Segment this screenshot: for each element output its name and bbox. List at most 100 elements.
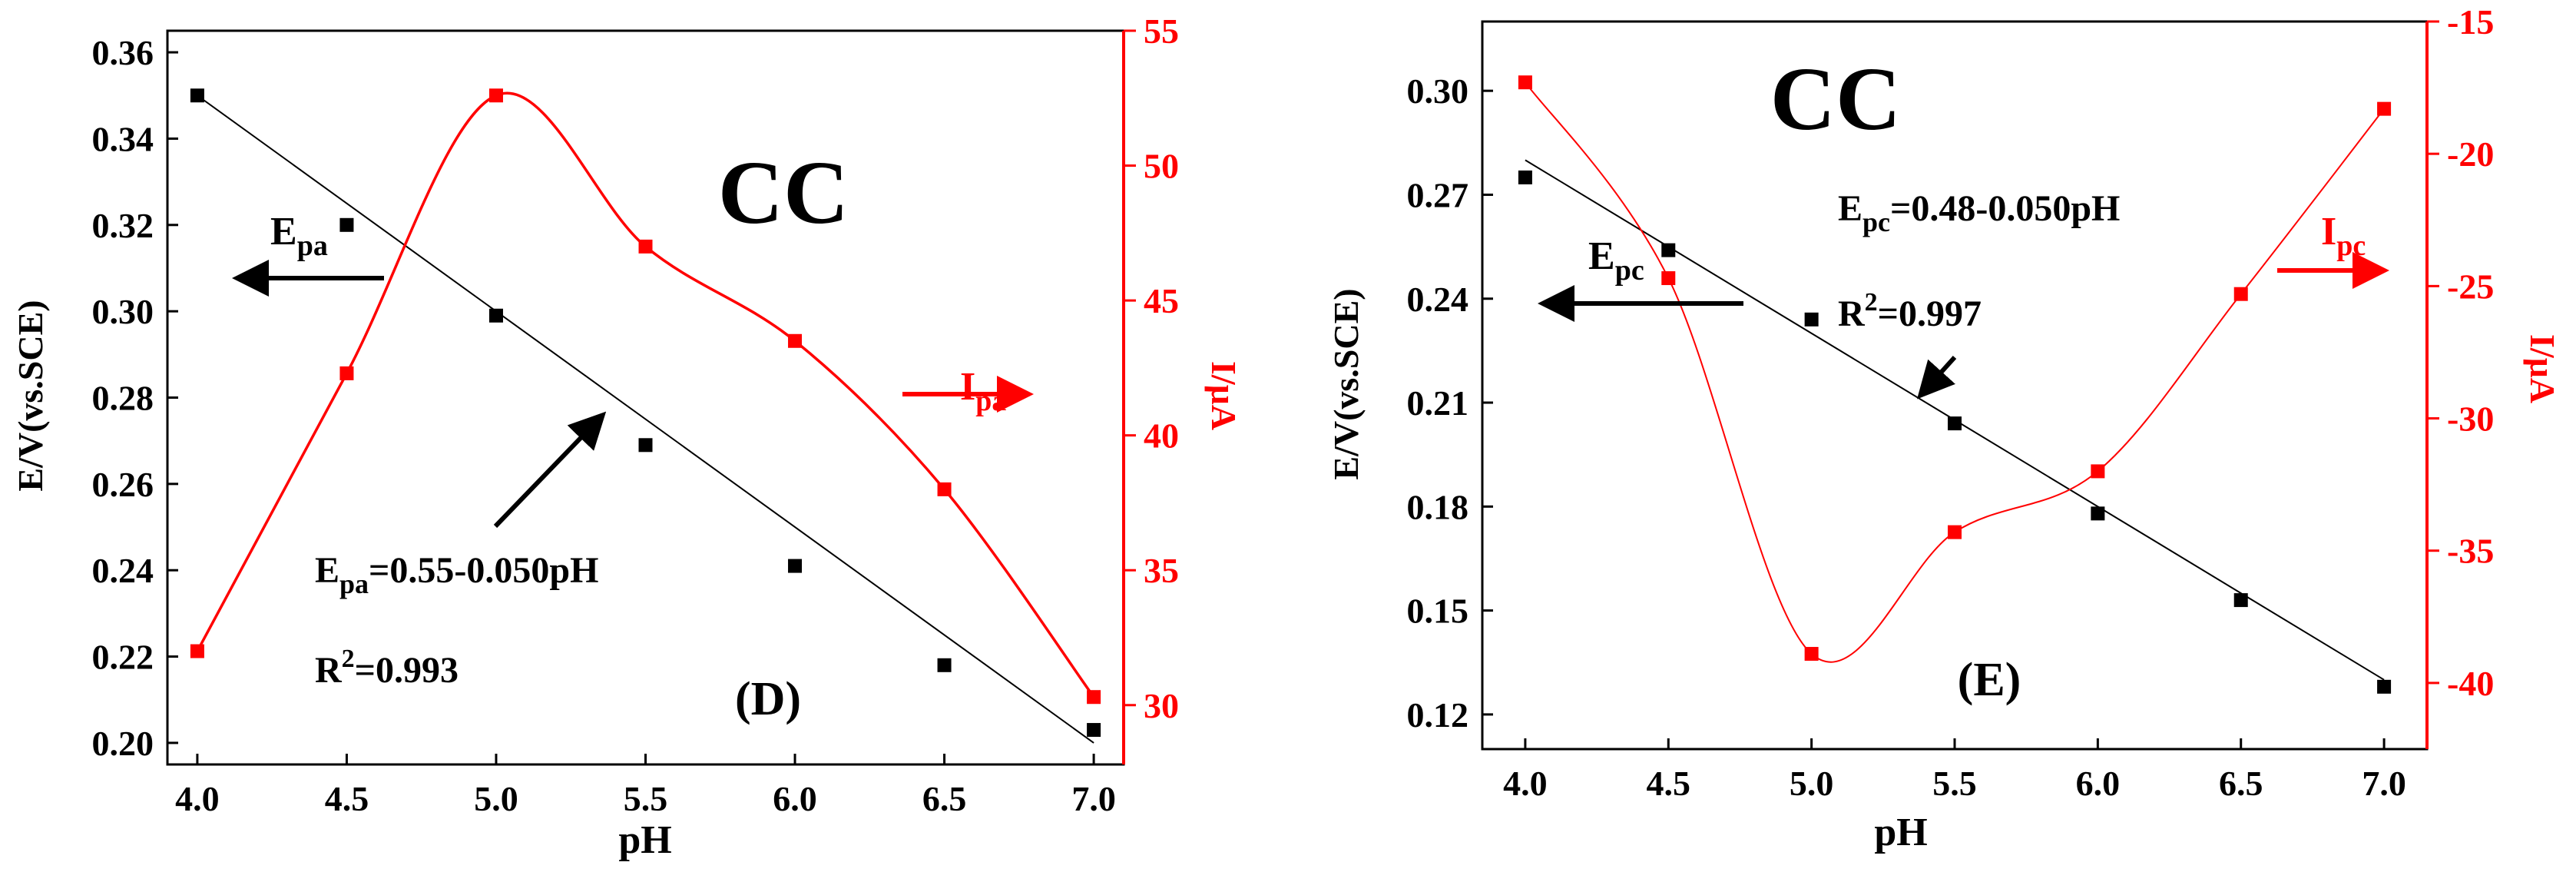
data-point-ipa (488, 88, 503, 103)
data-point-ipa (339, 366, 354, 380)
x-tick-label: 5.0 (1790, 764, 1834, 803)
data-point-ipc (1948, 525, 1962, 539)
data-point-epa (937, 658, 952, 672)
y-left-tick-label: 0.18 (1407, 487, 1469, 526)
data-point-ipc (1661, 271, 1676, 286)
y-right-tick-label: -35 (2447, 532, 2494, 571)
x-tick-label: 6.5 (922, 779, 967, 818)
equation-pointer-arrow (1916, 355, 1957, 400)
x-tick-label: 6.5 (2219, 764, 2263, 803)
x-tick-label: 4.5 (1647, 764, 1691, 803)
r-squared: R2=0.993 (315, 645, 459, 691)
data-point-ipa (638, 239, 653, 254)
y-right-tick-label: 50 (1144, 147, 1179, 186)
data-point-epc (1661, 243, 1676, 257)
plot-frame (1481, 20, 2429, 751)
y-axis-label-right: I/μA (1204, 361, 1243, 430)
data-point-ipc (2233, 287, 2248, 301)
fit-line (197, 95, 1094, 744)
r-squared: R2=0.997 (1838, 288, 1982, 334)
fit-equation: Epa=0.55-0.050pH (315, 550, 598, 599)
data-point-epc (2091, 506, 2105, 521)
chart-title: CC (718, 142, 849, 243)
x-tick-label: 7.0 (1071, 779, 1116, 818)
x-tick-label: 5.5 (1932, 764, 1977, 803)
ipc-label: Ipc (2321, 210, 2366, 262)
y-right-tick-label: 30 (1144, 686, 1179, 725)
y-right-tick-label: -15 (2447, 2, 2494, 41)
y-right-tick-label: 45 (1144, 281, 1179, 320)
x-tick-label: 7.0 (2362, 764, 2406, 803)
y-left-tick-label: 0.27 (1407, 175, 1469, 214)
y-right-tick-label: -25 (2447, 267, 2494, 306)
chart-title: CC (1770, 48, 1901, 149)
y-right-tick-label: -20 (2447, 134, 2494, 174)
panel-label: (D) (735, 673, 801, 725)
y-left-tick-label: 0.24 (1407, 280, 1469, 319)
x-tick-label: 6.0 (2076, 764, 2121, 803)
y-left-tick-label: 0.12 (1407, 695, 1469, 734)
data-point-epa (190, 88, 204, 103)
y-left-tick-label: 0.26 (92, 465, 154, 504)
y-left-tick-label: 0.22 (92, 638, 154, 677)
x-axis-label: pH (1874, 811, 1927, 854)
data-point-epa (638, 438, 653, 453)
ipa-label: Ipa (960, 365, 1006, 417)
y-axis-label-left: E/V(vs.SCE) (1326, 288, 1366, 479)
x-tick-label: 5.5 (624, 779, 668, 818)
axis-ticks: 4.0 4.5 5.0 5.5 6.0 6.5 7.0 0.20 0.22 0.24 0.26 0.2… (92, 12, 1180, 818)
y-right-tick-label: -40 (2447, 664, 2494, 703)
chart-panel-e: 4.0 4.5 5.0 5.5 6.0 6.5 7.0 0.12 0.15 0.18 0.21 0.2… (1326, 2, 2562, 854)
data-point-epc (1804, 312, 1819, 327)
data-point-ipc (2091, 464, 2105, 479)
y-left-tick-label: 0.34 (92, 119, 154, 158)
y-left-tick-label: 0.24 (92, 551, 154, 590)
y-left-tick-label: 0.20 (92, 724, 154, 763)
y-left-tick-label: 0.21 (1407, 383, 1469, 423)
x-tick-label: 5.0 (474, 779, 518, 818)
panel-label: (E) (1958, 654, 2021, 706)
epa-label: Epa (270, 210, 328, 262)
y-left-tick-label: 0.30 (92, 292, 154, 331)
y-left-tick-label: 0.36 (92, 33, 154, 72)
data-point-epc (1948, 416, 1962, 431)
data-point-ipa (1087, 690, 1101, 705)
y-left-tick-label: 0.28 (92, 379, 154, 418)
equation-pointer-arrow (493, 411, 607, 529)
data-point-ipa (788, 333, 803, 348)
chart-panel-d: 4.0 4.5 5.0 5.5 6.0 6.5 7.0 0.20 0.22 0.24 0.26 0.2… (11, 12, 1243, 862)
y-axis-label-right: I/μA (2523, 334, 2562, 403)
y-axis-label-left: E/V(vs.SCE) (11, 300, 50, 491)
data-point-ipa (190, 644, 204, 658)
y-left-tick-label: 0.30 (1407, 71, 1469, 111)
x-tick-label: 4.5 (325, 779, 369, 818)
x-tick-label: 6.0 (773, 779, 817, 818)
plot-marks (190, 88, 1101, 744)
data-point-epa (488, 308, 503, 323)
data-point-epa (788, 559, 803, 573)
data-point-epa (1087, 723, 1101, 738)
fit-equation: Epc=0.48-0.050pH (1838, 188, 2120, 237)
y-right-tick-label: 35 (1144, 551, 1179, 590)
x-axis-label: pH (618, 818, 671, 862)
data-point-ipc (1804, 647, 1819, 662)
y-right-tick-label: -30 (2447, 400, 2494, 439)
data-point-ipc (1518, 75, 1532, 90)
series-line-ipc (1525, 81, 2385, 663)
plot-marks (1518, 75, 2392, 694)
data-point-epa (339, 217, 354, 232)
y-left-tick-label: 0.15 (1407, 592, 1469, 631)
data-point-ipc (2377, 101, 2392, 116)
y-right-tick-label: 55 (1144, 12, 1179, 51)
x-tick-label: 4.0 (175, 779, 220, 818)
data-point-ipa (937, 482, 952, 496)
y-right-tick-label: 40 (1144, 416, 1179, 456)
data-point-epc (1518, 170, 1532, 184)
y-left-tick-label: 0.32 (92, 206, 154, 245)
data-point-epc (2233, 593, 2248, 608)
data-point-epc (2377, 679, 2392, 694)
x-tick-label: 4.0 (1503, 764, 1548, 803)
axis-ticks: 4.0 4.5 5.0 5.5 6.0 6.5 7.0 0.12 0.15 0.18 0.21 0.2… (1407, 2, 2495, 803)
epc-label: Epc (1588, 234, 1644, 287)
